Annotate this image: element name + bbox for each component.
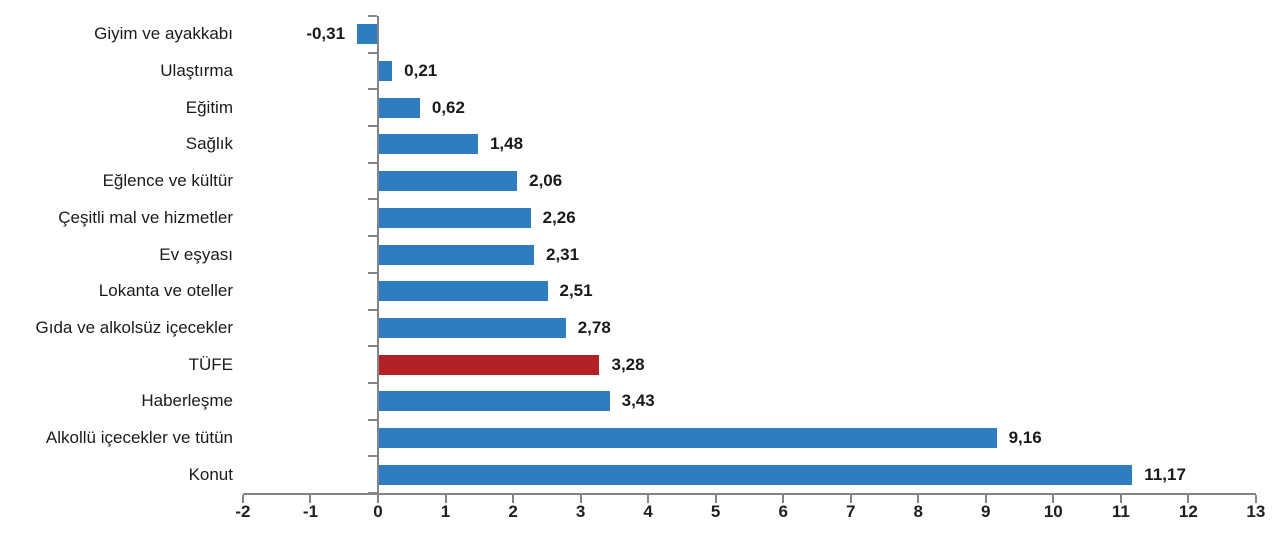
x-axis-tick xyxy=(917,495,920,503)
category-label: Konut xyxy=(188,464,233,484)
x-axis-tick-label: 11 xyxy=(1111,502,1130,521)
x-axis-tick-label: 8 xyxy=(913,502,923,521)
value-label: 1,48 xyxy=(489,134,524,154)
x-axis-tick xyxy=(984,495,987,503)
x-axis-tick xyxy=(1254,495,1257,503)
value-bar xyxy=(378,61,393,82)
category-label: Haberleşme xyxy=(141,391,233,411)
x-axis-tick-label: 10 xyxy=(1043,502,1063,521)
value-bar xyxy=(378,464,1133,485)
y-axis-tick xyxy=(368,125,377,128)
y-axis-tick xyxy=(368,418,377,421)
category-label: Eğlence ve kültür xyxy=(102,171,233,191)
x-axis-tick xyxy=(241,495,244,503)
value-bar xyxy=(378,317,566,338)
value-label: 0,62 xyxy=(431,97,465,117)
category-label: Lokanta ve oteller xyxy=(98,281,233,301)
y-axis-tick xyxy=(368,15,377,17)
x-axis-tick xyxy=(782,495,785,503)
y-axis-tick xyxy=(368,308,377,311)
y-axis-line xyxy=(377,16,379,495)
value-bar xyxy=(378,391,610,412)
x-axis-tick xyxy=(1187,495,1190,503)
y-axis-tick xyxy=(368,381,377,384)
x-axis-tick-label: 9 xyxy=(981,502,991,521)
category-label: Gıda ve alkolsüz içecekler xyxy=(35,317,233,337)
value-bar xyxy=(378,171,518,192)
x-axis-tick-label: 4 xyxy=(643,502,653,521)
x-axis-tick-label: 5 xyxy=(710,502,721,521)
x-axis-tick-label: 13 xyxy=(1246,502,1266,521)
category-label: Ulaştırma xyxy=(160,61,233,81)
category-label: Sağlık xyxy=(185,134,233,154)
x-axis-tick xyxy=(849,495,852,503)
value-label: 2,31 xyxy=(545,244,580,264)
x-axis-tick xyxy=(647,495,650,503)
y-axis-tick xyxy=(368,51,377,54)
y-axis-tick xyxy=(368,345,377,348)
value-label: 2,06 xyxy=(529,171,563,191)
x-axis-tick-label: 1 xyxy=(440,502,451,521)
value-bar xyxy=(378,97,420,118)
category-label: Ev eşyası xyxy=(159,244,233,264)
x-axis-tick xyxy=(714,495,717,503)
x-axis-tick-label: 3 xyxy=(575,502,586,521)
x-axis-tick xyxy=(377,495,379,503)
x-axis-tick-label: 12 xyxy=(1178,502,1198,521)
category-label: Alkollü içecekler ve tütün xyxy=(45,427,233,447)
x-axis-tick-label: -2 xyxy=(235,502,251,521)
value-label: 9,16 xyxy=(1008,427,1042,447)
category-label: Giyim ve ayakkabı xyxy=(94,24,233,44)
category-label: Eğitim xyxy=(185,97,233,117)
value-bar xyxy=(378,354,600,375)
value-label: 0,21 xyxy=(404,61,438,81)
x-axis-tick xyxy=(1052,495,1055,503)
x-axis-tick xyxy=(309,495,312,503)
category-label: Çeşitli mal ve hizmetler xyxy=(58,207,233,227)
y-axis-tick xyxy=(368,455,377,458)
x-axis-tick xyxy=(579,495,582,503)
x-axis-tick-label: 2 xyxy=(508,502,518,521)
value-bar xyxy=(378,281,548,302)
value-bar xyxy=(357,24,378,45)
value-label: 3,43 xyxy=(621,391,655,411)
value-label: 3,28 xyxy=(611,354,645,374)
value-bar xyxy=(378,134,478,155)
x-axis-tick-label: 6 xyxy=(778,502,788,521)
y-axis-tick xyxy=(368,271,377,274)
x-axis-tick xyxy=(444,495,447,503)
value-label: 2,78 xyxy=(577,317,611,337)
value-bar xyxy=(378,244,534,265)
x-axis-tick-label: -1 xyxy=(302,502,319,521)
y-axis-tick xyxy=(368,161,377,164)
value-bar xyxy=(378,207,531,228)
y-axis-tick xyxy=(368,198,377,201)
y-axis-tick xyxy=(368,88,377,91)
x-axis-tick xyxy=(1119,495,1122,503)
x-axis-line xyxy=(242,493,1256,495)
value-label: 2,51 xyxy=(559,281,593,301)
value-label: 11,17 xyxy=(1144,464,1186,484)
x-axis-tick-label: 7 xyxy=(845,502,856,521)
category-label: TÜFE xyxy=(188,354,233,374)
value-bar xyxy=(378,427,997,448)
value-label: -0,31 xyxy=(306,24,346,44)
x-axis-tick xyxy=(512,495,515,503)
y-axis-tick xyxy=(368,235,377,238)
x-axis-tick-label: 0 xyxy=(373,502,383,521)
value-label: 2,26 xyxy=(542,207,576,227)
